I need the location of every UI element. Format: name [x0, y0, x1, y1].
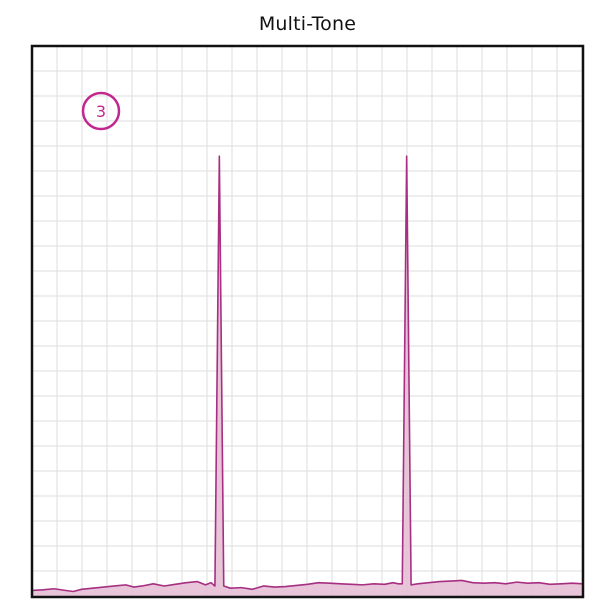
chart-title: Multi-Tone — [258, 13, 357, 35]
tone-count-badge: 3 — [81, 91, 121, 131]
series-line — [31, 155, 584, 593]
badge-circle — [81, 91, 121, 131]
plot-frame — [30, 44, 585, 599]
badge-label: 3 — [96, 102, 106, 121]
grid-layer — [31, 45, 583, 597]
